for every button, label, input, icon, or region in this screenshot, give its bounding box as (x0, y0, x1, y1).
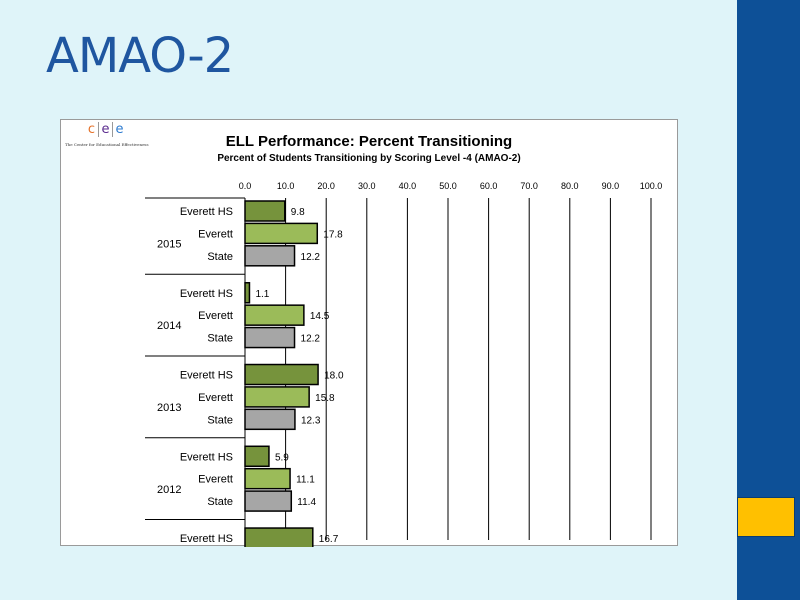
cee-logo: c e e The Center for Educational Effecti… (65, 122, 155, 152)
x-tick-label: 30.0 (358, 181, 376, 191)
category-label: Everett HS (180, 206, 233, 218)
data-label: 12.2 (301, 334, 321, 345)
year-label: 2012 (157, 484, 181, 496)
data-label: 9.8 (291, 207, 305, 218)
logo-letter-e2: e (112, 122, 126, 137)
bar (244, 222, 319, 245)
bar (244, 386, 310, 408)
year-label: 2014 (157, 320, 181, 332)
x-tick-label: 80.0 (561, 181, 579, 191)
data-label: 5.9 (275, 452, 289, 463)
bar (244, 200, 286, 222)
data-label: 18.0 (324, 371, 344, 382)
accent-square (737, 497, 795, 537)
data-label: 12.2 (301, 252, 321, 263)
data-label: 16.7 (319, 534, 339, 545)
category-label: Everett (198, 228, 233, 240)
bar (244, 445, 270, 468)
category-label: State (207, 414, 233, 426)
x-tick-label: 10.0 (277, 181, 295, 191)
chart-plot: 0.0 10.0 20.0 30.0 40.0 50.0 60.0 70.0 80.0 90.0 1… (145, 181, 663, 547)
bar (244, 304, 305, 326)
x-tick-label: 100.0 (640, 181, 663, 191)
bar (244, 490, 293, 512)
category-label: Everett HS (180, 288, 233, 300)
bar (244, 326, 296, 349)
slide-title: AMAO-2 (46, 28, 234, 84)
category-label: Everett (198, 392, 233, 404)
chart-title: ELL Performance: Percent Transitioning (225, 133, 513, 150)
bar (244, 282, 251, 304)
logo-letters: c e e (85, 122, 126, 137)
chart-panel: c e e The Center for Educational Effecti… (60, 119, 678, 547)
category-label: State (207, 496, 233, 508)
logo-tagline: The Center for Educational Effectiveness (65, 142, 149, 147)
category-label: State (207, 251, 233, 263)
category-label: Everett HS (180, 370, 233, 382)
data-label: 12.3 (301, 415, 321, 426)
data-label: 1.1 (255, 289, 269, 300)
chart-subtitle: Percent of Students Transitioning by Sco… (217, 153, 521, 164)
bar (244, 467, 291, 490)
data-label: 14.5 (310, 311, 330, 322)
data-label: 11.1 (296, 475, 315, 486)
bar (244, 245, 296, 267)
x-tick-label: 50.0 (439, 181, 457, 191)
x-tick-label: 20.0 (317, 181, 335, 191)
category-label: Everett HS (180, 451, 233, 463)
year-label: 2013 (157, 402, 181, 414)
data-label: 11.4 (297, 497, 316, 508)
bar (244, 527, 314, 547)
x-tick-label: 0.0 (239, 181, 252, 191)
x-tick-label: 90.0 (602, 181, 620, 191)
bar (244, 363, 319, 386)
category-label: Everett (198, 310, 233, 322)
data-label: 17.8 (323, 229, 343, 240)
x-tick-label: 70.0 (520, 181, 538, 191)
logo-letter-c: c (87, 122, 96, 137)
logo-letter-e1: e (98, 122, 112, 137)
x-tick-label: 40.0 (399, 181, 417, 191)
bar (244, 408, 296, 431)
year-label: 2015 (157, 238, 181, 250)
category-label: State (207, 333, 233, 345)
data-label: 15.8 (315, 393, 335, 404)
category-label: Everett (198, 474, 233, 486)
x-tick-label: 60.0 (480, 181, 498, 191)
category-label: Everett HS (180, 533, 233, 545)
